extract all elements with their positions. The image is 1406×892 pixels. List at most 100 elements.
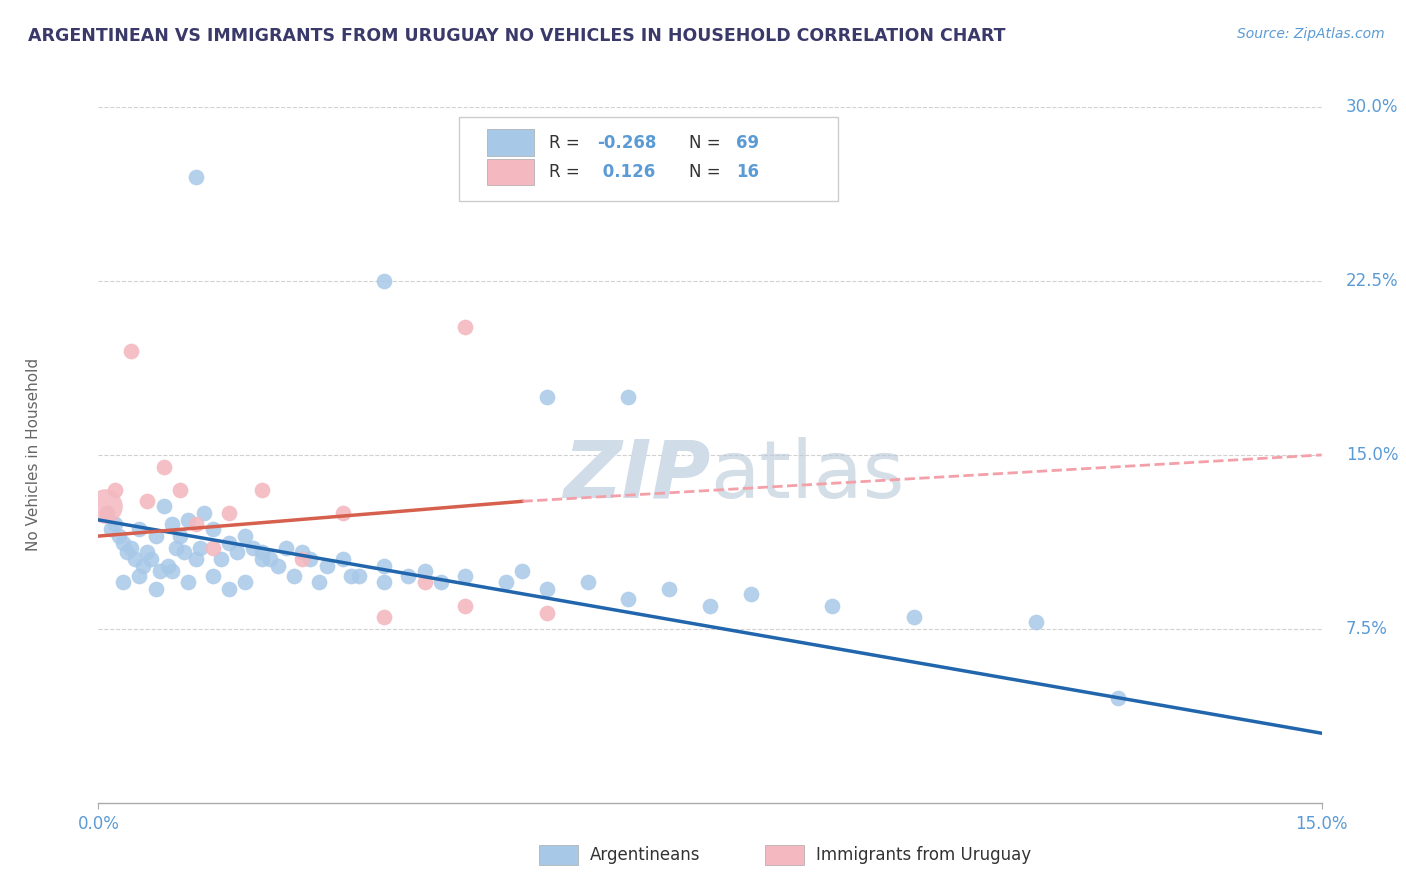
Point (193, 506, 215, 520)
Text: R =: R = (548, 134, 585, 152)
Point (413, 575, 436, 590)
Text: atlas: atlas (710, 437, 904, 515)
Point (177, 513, 200, 527)
FancyBboxPatch shape (488, 129, 534, 156)
Point (512, 564, 534, 578)
Point (233, 529, 256, 543)
Point (120, 541, 142, 555)
Point (259, 552, 281, 566)
Point (821, 599, 844, 613)
Point (1025, 615, 1047, 629)
Point (291, 545, 314, 559)
Text: R =: R = (548, 162, 585, 181)
Point (201, 568, 224, 582)
Text: 30.0%: 30.0% (1346, 98, 1399, 116)
FancyBboxPatch shape (488, 159, 534, 185)
Point (160, 564, 183, 578)
Point (536, 390, 558, 404)
Point (128, 568, 150, 582)
Point (186, 517, 208, 532)
Point (104, 517, 127, 532)
Point (430, 575, 453, 590)
Text: Argentineans: Argentineans (591, 846, 700, 864)
Point (177, 575, 200, 590)
Point (201, 541, 224, 555)
Point (186, 169, 208, 184)
Point (250, 545, 273, 559)
Point (332, 552, 354, 566)
Point (617, 390, 640, 404)
Text: N =: N = (689, 162, 725, 181)
Text: ZIP: ZIP (562, 437, 710, 515)
Point (373, 610, 395, 624)
Text: Immigrants from Uruguay: Immigrants from Uruguay (817, 846, 1032, 864)
Text: 7.5%: 7.5% (1346, 620, 1388, 638)
Point (283, 568, 305, 582)
FancyBboxPatch shape (765, 845, 804, 865)
Point (226, 545, 249, 559)
Point (233, 575, 256, 590)
Point (201, 522, 224, 536)
Point (132, 559, 155, 574)
Point (165, 541, 187, 555)
Point (173, 545, 195, 559)
Text: ARGENTINEAN VS IMMIGRANTS FROM URUGUAY NO VEHICLES IN HOUSEHOLD CORRELATION CHAR: ARGENTINEAN VS IMMIGRANTS FROM URUGUAY N… (28, 27, 1005, 45)
Point (160, 517, 183, 532)
Text: 0.126: 0.126 (598, 162, 655, 181)
Point (332, 506, 354, 520)
Point (145, 582, 167, 597)
Point (454, 320, 477, 334)
Point (495, 575, 517, 590)
Point (111, 575, 134, 590)
Text: 16: 16 (735, 162, 759, 181)
Point (96, 506, 118, 520)
Point (373, 575, 395, 590)
Point (454, 599, 477, 613)
Point (349, 568, 371, 582)
Point (576, 575, 599, 590)
Point (299, 552, 322, 566)
Point (169, 483, 191, 497)
Point (108, 529, 131, 543)
Point (218, 536, 240, 550)
Point (96, 506, 118, 520)
Point (136, 494, 159, 508)
Point (658, 582, 681, 597)
Point (291, 552, 314, 566)
Text: -0.268: -0.268 (598, 134, 657, 152)
Point (218, 582, 240, 597)
Point (169, 529, 191, 543)
Point (250, 483, 273, 497)
Point (413, 564, 436, 578)
Point (315, 559, 337, 574)
FancyBboxPatch shape (460, 118, 838, 201)
Point (340, 568, 363, 582)
Point (218, 506, 240, 520)
Text: 69: 69 (735, 134, 759, 152)
Point (373, 559, 395, 574)
Point (373, 274, 395, 288)
Text: 15.0%: 15.0% (1346, 446, 1399, 464)
Point (100, 522, 122, 536)
Point (156, 559, 179, 574)
Text: Source: ZipAtlas.com: Source: ZipAtlas.com (1237, 27, 1385, 41)
Point (536, 606, 558, 620)
Point (152, 499, 174, 513)
Point (186, 552, 208, 566)
Text: N =: N = (689, 134, 725, 152)
Point (740, 587, 762, 601)
Point (145, 529, 167, 543)
Point (120, 343, 142, 358)
Point (149, 564, 172, 578)
Point (124, 552, 146, 566)
Text: 22.5%: 22.5% (1346, 272, 1399, 290)
Point (396, 568, 419, 582)
Point (111, 536, 134, 550)
Point (141, 552, 163, 566)
Point (188, 541, 212, 555)
Point (94, 499, 117, 513)
Point (1107, 691, 1129, 706)
Point (308, 575, 330, 590)
Point (104, 483, 127, 497)
FancyBboxPatch shape (538, 845, 578, 865)
